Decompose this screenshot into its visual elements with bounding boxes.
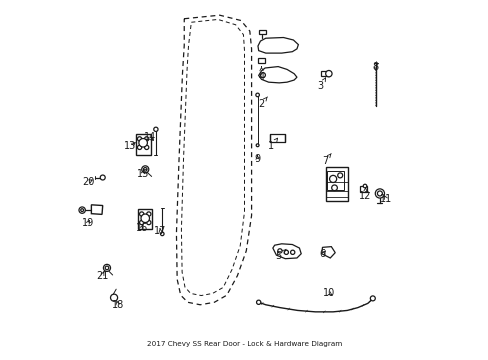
Circle shape	[144, 145, 148, 149]
Circle shape	[141, 214, 149, 222]
Bar	[135, 134, 150, 155]
Circle shape	[256, 300, 260, 305]
Circle shape	[153, 127, 158, 131]
Text: 7: 7	[322, 154, 330, 166]
Circle shape	[284, 250, 288, 255]
Text: 8: 8	[372, 62, 378, 72]
Text: 20: 20	[82, 177, 95, 187]
Circle shape	[139, 139, 147, 147]
Circle shape	[137, 145, 142, 149]
Text: 19: 19	[81, 218, 94, 228]
Bar	[138, 209, 152, 229]
Text: 9: 9	[254, 154, 260, 164]
Circle shape	[105, 266, 108, 270]
Bar	[258, 30, 265, 34]
Bar	[326, 171, 344, 190]
Circle shape	[256, 144, 259, 147]
Polygon shape	[321, 247, 335, 258]
Text: 11: 11	[379, 194, 391, 204]
Circle shape	[103, 264, 110, 271]
Text: 18: 18	[111, 300, 123, 310]
Text: 12: 12	[358, 188, 370, 201]
Circle shape	[337, 173, 342, 178]
Circle shape	[110, 294, 118, 301]
Circle shape	[143, 168, 147, 171]
Text: 10: 10	[323, 288, 335, 298]
Bar	[360, 186, 366, 192]
Bar	[325, 167, 347, 201]
Text: 2017 Chevy SS Rear Door - Lock & Hardware Diagram: 2017 Chevy SS Rear Door - Lock & Hardwar…	[146, 341, 342, 347]
Text: 14: 14	[143, 132, 156, 143]
Circle shape	[369, 296, 374, 301]
Text: 4: 4	[258, 67, 264, 82]
Polygon shape	[258, 37, 298, 53]
Text: 1: 1	[267, 138, 277, 151]
Circle shape	[374, 189, 384, 198]
Text: 5: 5	[274, 249, 285, 261]
Text: 17: 17	[154, 226, 166, 237]
Circle shape	[260, 73, 265, 77]
Text: 15: 15	[136, 168, 149, 179]
Circle shape	[377, 191, 382, 196]
Bar	[258, 58, 264, 63]
Bar	[321, 71, 328, 76]
Polygon shape	[272, 244, 301, 259]
Circle shape	[160, 232, 163, 236]
Circle shape	[325, 71, 331, 77]
Text: 13: 13	[124, 141, 136, 151]
Circle shape	[81, 209, 83, 212]
Circle shape	[331, 185, 337, 191]
Text: 16: 16	[135, 223, 147, 233]
Circle shape	[139, 212, 143, 216]
Circle shape	[363, 184, 366, 188]
Text: 3: 3	[317, 78, 325, 91]
Circle shape	[139, 220, 143, 225]
Circle shape	[329, 175, 336, 183]
Circle shape	[290, 250, 294, 255]
Bar	[270, 134, 284, 142]
Circle shape	[142, 166, 148, 173]
Circle shape	[146, 220, 151, 225]
Circle shape	[146, 212, 151, 216]
Text: 6: 6	[319, 249, 325, 260]
Polygon shape	[91, 205, 102, 215]
Text: 21: 21	[96, 271, 108, 281]
Circle shape	[137, 137, 142, 141]
Circle shape	[144, 137, 148, 141]
Polygon shape	[258, 67, 296, 83]
Text: 2: 2	[258, 97, 267, 109]
Circle shape	[277, 249, 282, 253]
Circle shape	[255, 93, 259, 97]
Circle shape	[100, 175, 105, 180]
Circle shape	[79, 207, 85, 213]
